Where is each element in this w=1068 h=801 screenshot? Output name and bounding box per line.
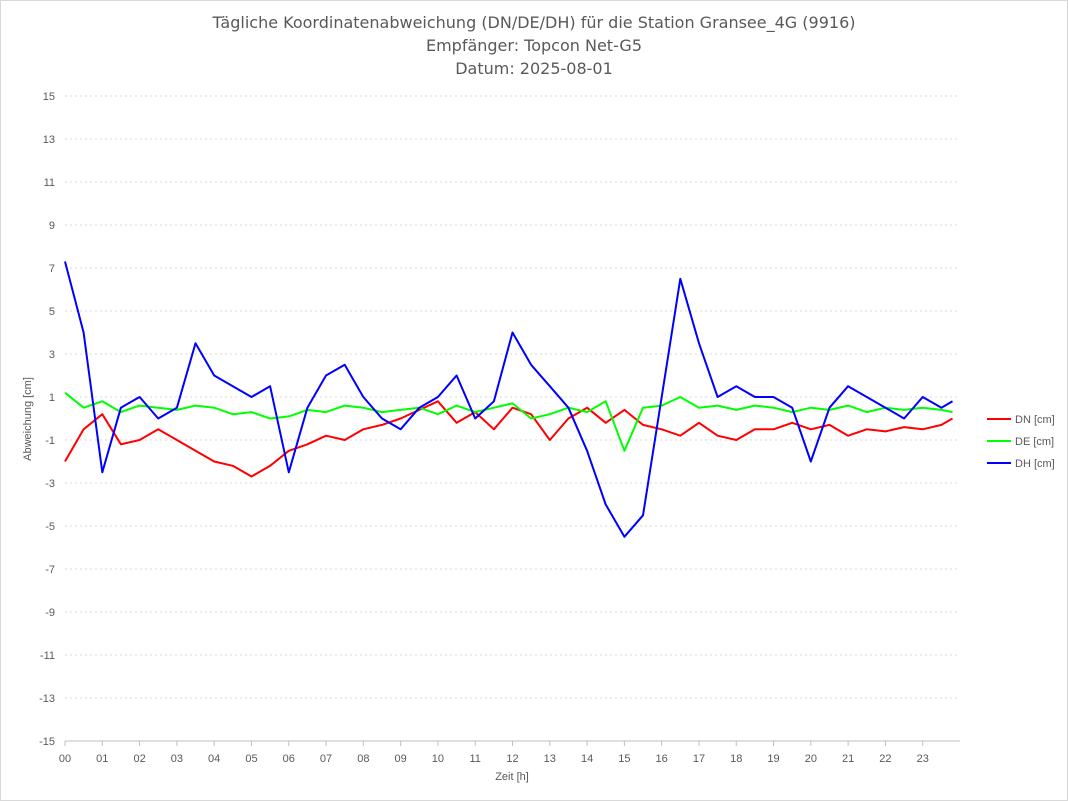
y-tick-label: -9 [45,607,55,619]
y-axis-title: Abweichung [cm] [22,377,34,461]
x-tick-label: 05 [245,753,257,765]
y-tick-label: -1 [45,435,55,447]
x-tick-label: 18 [730,753,742,765]
series-lines [64,261,953,538]
y-tick-label: 9 [49,220,55,232]
x-axis-title: Zeit [h] [495,771,529,783]
x-tick-label: 03 [171,753,183,765]
series-line-dh [64,261,953,538]
series-line-de [64,391,953,452]
y-tick-label: 1 [49,392,55,404]
x-tick-label: 16 [656,753,668,765]
x-tick-labels: 00 01 02 03 04 05 06 07 08 09 10 11 12 13 14 15 16 17 18 19… [59,753,929,765]
x-tick-label: 23 [917,753,929,765]
x-tick-label: 17 [693,753,705,765]
y-tick-label: 3 [49,349,55,361]
y-tick-label: 7 [49,263,55,275]
x-tick-label: 14 [581,753,593,765]
x-tick-label: 10 [432,753,444,765]
x-tick-label: 15 [618,753,630,765]
x-tick-label: 19 [767,753,779,765]
x-tick-label: 13 [544,753,556,765]
x-tick-label: 09 [395,753,407,765]
y-tick-labels: 15 13 11 9 7 5 3 1 -1 -3 -5 -7 -9 -11 -13 -15 [39,91,55,748]
legend: DN [cm] DE [cm] DH [cm] [987,414,1055,470]
gridlines [64,95,960,746]
y-tick-label: -7 [45,564,55,576]
x-tick-label: 08 [357,753,369,765]
chart-subtitle: Empfänger: Topcon Net-G5 [425,36,643,55]
x-tick-label: 22 [879,753,891,765]
y-tick-label: -13 [39,693,55,705]
x-tick-label: 00 [59,753,71,765]
x-tick-label: 02 [133,753,145,765]
chart-date: Datum: 2025-08-01 [455,59,613,78]
y-tick-label: 15 [43,91,55,103]
legend-label: DH [cm] [1015,458,1055,470]
legend-label: DN [cm] [1015,414,1055,426]
y-tick-label: -15 [39,736,55,748]
chart-title: Tägliche Koordinatenabweichung (DN/DE/DH… [212,13,856,32]
x-tick-label: 12 [506,753,518,765]
x-tick-label: 04 [208,753,220,765]
x-tick-label: 06 [283,753,295,765]
y-tick-label: 13 [43,134,55,146]
y-tick-label: -11 [40,650,55,662]
y-tick-label: -5 [45,521,55,533]
x-tick-label: 11 [469,753,480,765]
y-tick-label: 11 [44,177,55,189]
x-tick-label: 07 [320,753,332,765]
x-tick-label: 20 [805,753,817,765]
legend-label: DE [cm] [1015,436,1054,448]
y-tick-label: 5 [49,306,55,318]
x-tick-label: 21 [842,753,854,765]
y-tick-label: -3 [45,478,55,490]
x-tick-label: 01 [96,753,108,765]
